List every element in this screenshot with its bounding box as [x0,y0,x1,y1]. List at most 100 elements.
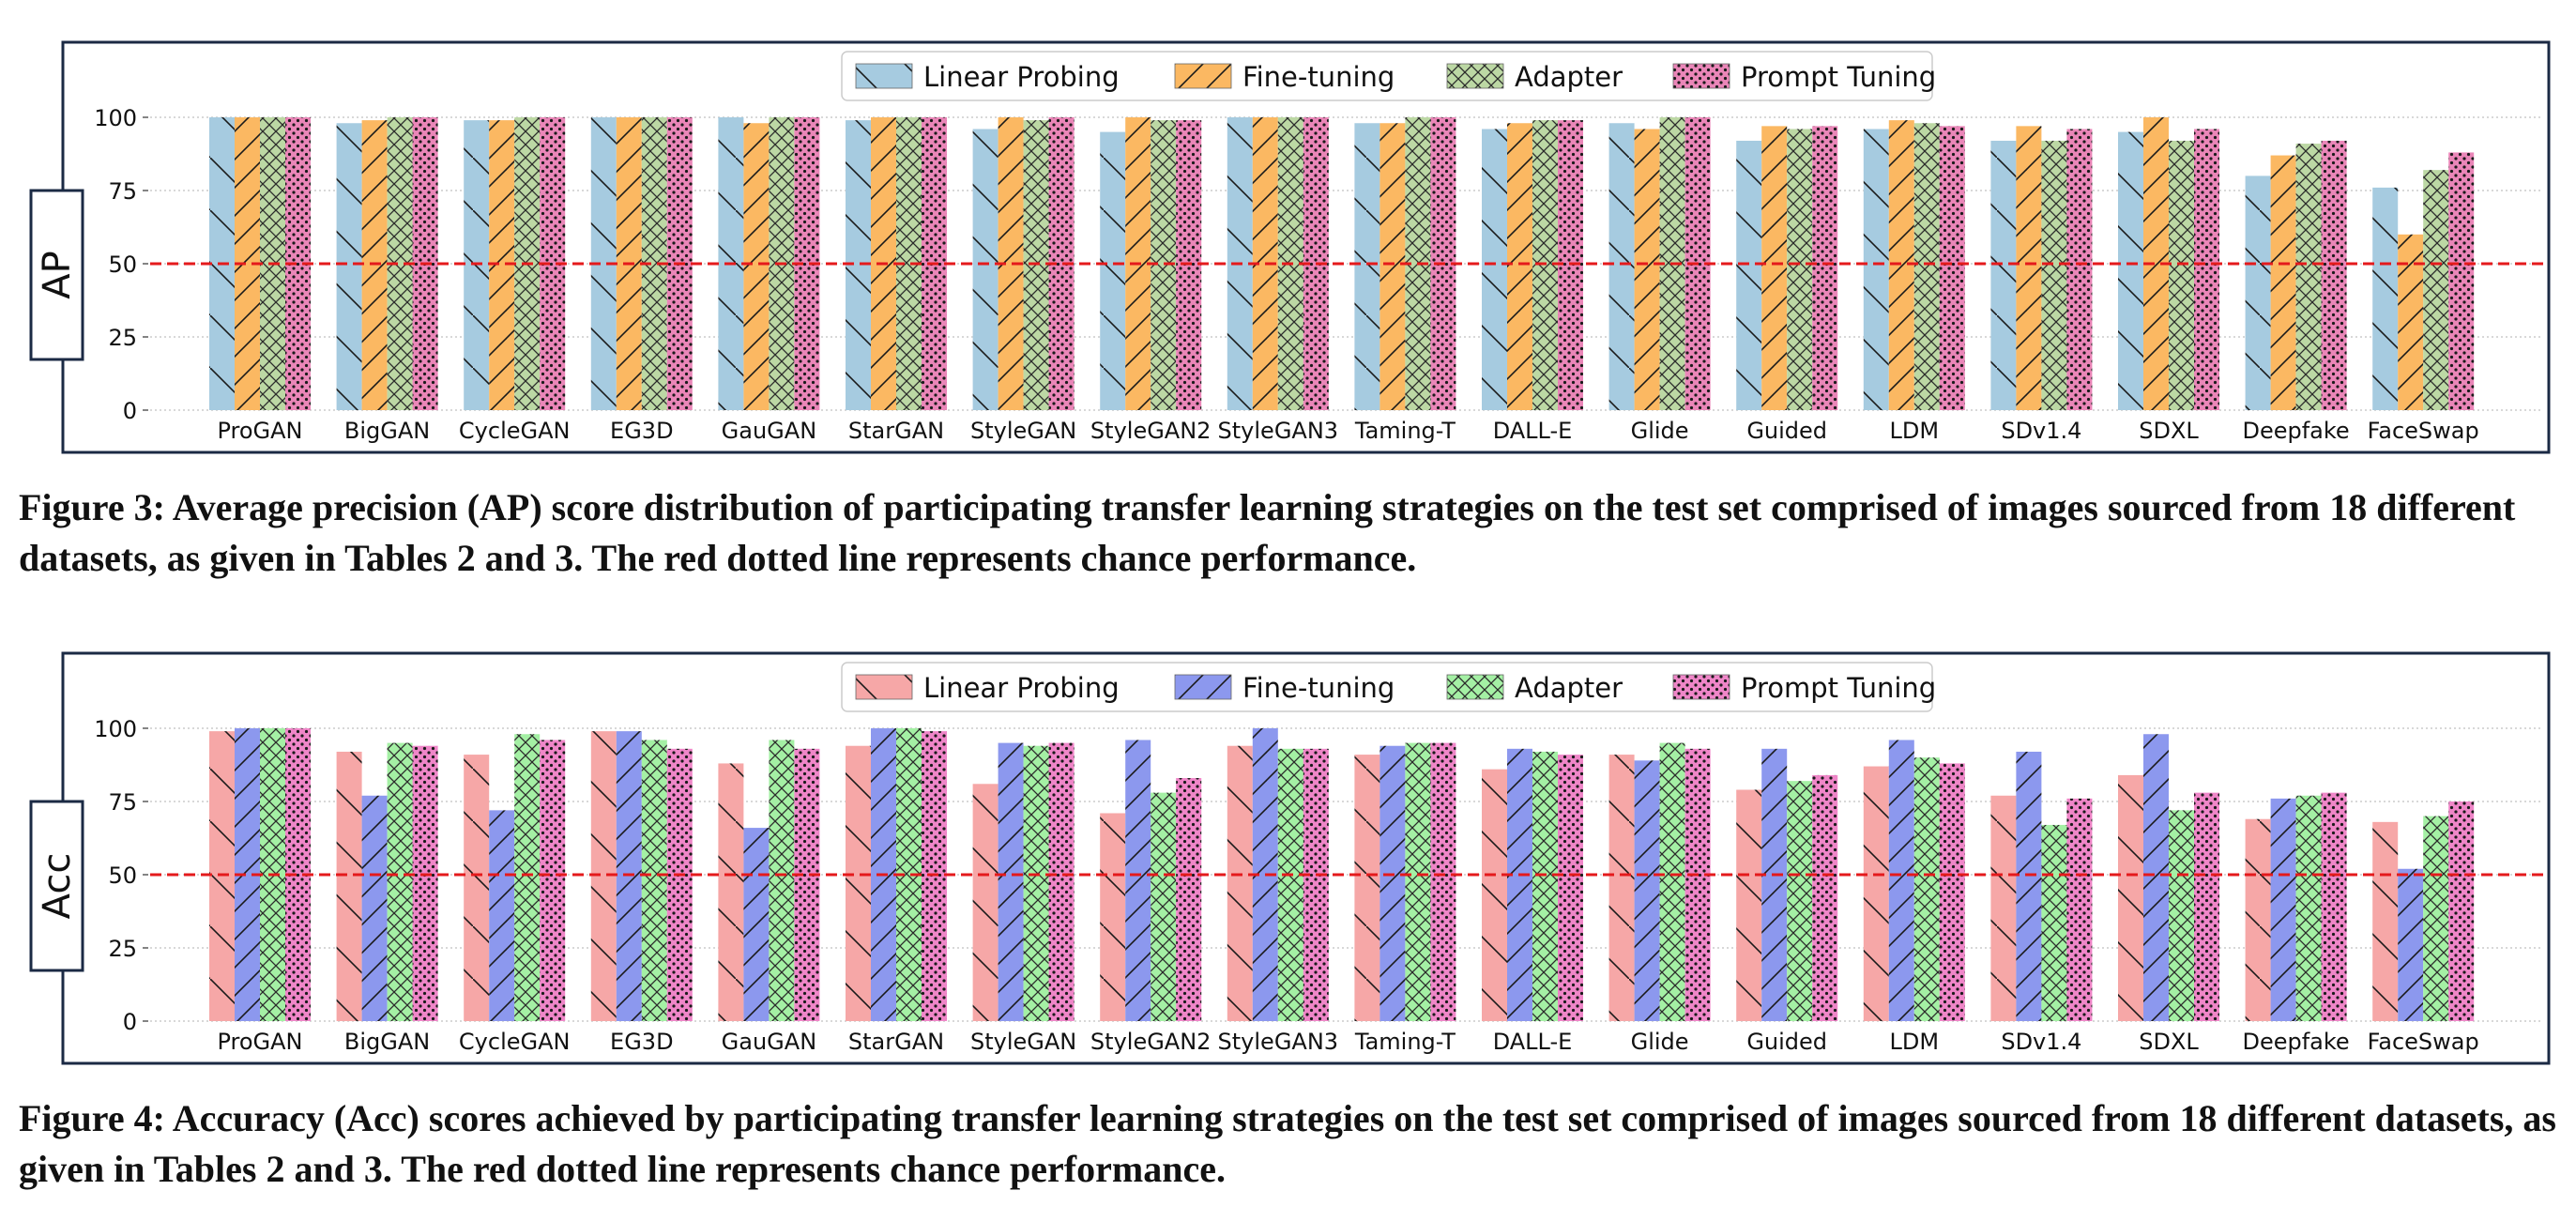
bar-adapter-ldm [1913,123,1940,411]
bar-linear-probing-sdxl [2118,774,2143,1021]
bar-prompt-tuning-guided [1812,126,1838,411]
figure-4-caption: Figure 4: Accuracy (Acc) scores achieved… [19,1097,2556,1190]
x-tick-label: Taming-T [1354,1029,1456,1055]
bar-linear-probing-cyclegan [464,755,490,1021]
x-tick-label: LDM [1890,1029,1940,1055]
bar-adapter-gaugan [769,740,795,1021]
x-tick-label: BigGAN [344,418,430,444]
x-tick-label: GauGAN [722,418,816,444]
bar-adapter-faceswap [2423,816,2449,1021]
bar-prompt-tuning-taming-t [1430,742,1456,1021]
legend: Linear Probing Fine-tuning Adapter Prompt T… [841,662,1936,712]
bar-prompt-tuning-glide [1684,748,1711,1021]
bar-linear-probing-stylegan3 [1227,745,1253,1021]
bar-linear-probing-taming-t [1354,123,1380,411]
bar-adapter-faceswap [2423,170,2449,410]
bar-prompt-tuning-stylegan2 [1176,120,1202,410]
bar-linear-probing-faceswap [2372,187,2399,410]
y-axis-label-box: AP [29,189,84,361]
bar-linear-probing-guided [1736,140,1762,410]
y-tick-label: 0 [123,398,137,424]
bar-linear-probing-stargan [846,745,871,1021]
bar-adapter-deepfake [2295,795,2322,1021]
bar-prompt-tuning-gaugan [794,748,820,1021]
bar-prompt-tuning-eg3d [666,748,693,1021]
bar-linear-probing-glide [1608,123,1635,411]
legend-label-linear-probing: Linear Probing [923,672,1120,704]
bar-adapter-guided [1787,129,1813,411]
bar-prompt-tuning-ldm [1939,126,1965,411]
bar-adapter-stylegan [1023,745,1049,1021]
bar-linear-probing-eg3d [590,731,617,1021]
x-tick-label: Taming-T [1354,418,1456,444]
legend-label-prompt-tuning: Prompt Tuning [1741,672,1936,704]
x-tick-label: StyleGAN [970,418,1076,444]
bar-fine-tuning-glide [1634,760,1660,1021]
bar-fine-tuning-guided [1761,748,1788,1021]
bar-fine-tuning-glide [1634,129,1660,411]
bar-linear-probing-stylegan [972,129,998,411]
bar-prompt-tuning-guided [1812,774,1838,1021]
bar-prompt-tuning-cyclegan [540,740,566,1021]
bar-linear-probing-biggan [336,123,362,411]
x-tick-label: DALL-E [1493,418,1573,444]
bar-adapter-guided [1787,781,1813,1021]
bar-linear-probing-sdv1-4 [1990,140,2017,410]
bar-linear-probing-cyclegan [464,120,490,410]
bar-prompt-tuning-sdxl [2194,129,2219,411]
bar-linear-probing-dall-e [1482,769,1507,1021]
bars [209,728,2475,1021]
bar-prompt-tuning-sdv1-4 [2066,129,2093,411]
x-tick-label: CycleGAN [459,418,571,444]
bar-linear-probing-sdxl [2118,131,2143,410]
x-tick-label: LDM [1890,418,1940,444]
x-tick-label: StarGAN [848,1029,944,1055]
bar-fine-tuning-stylegan2 [1125,740,1151,1021]
y-axis: 0 25 50 75 100 [94,105,148,424]
bar-fine-tuning-cyclegan [489,810,515,1021]
bar-linear-probing-ldm [1863,129,1889,411]
x-tick-label: StyleGAN2 [1090,1029,1212,1055]
bar-prompt-tuning-stargan [922,731,947,1021]
bar-fine-tuning-gaugan [743,123,770,411]
bar-linear-probing-progan [209,731,235,1021]
bar-adapter-stylegan3 [1277,748,1303,1021]
figure-4: 0 25 50 75 100 ProGAN BigGAN CycleGAN EG3D GauGAN… [0,611,2576,1071]
x-tick-label: SDXL [2139,418,2199,444]
ap-bar-chart: 0 25 50 75 100 ProGAN BigGAN CycleGAN EG3D GauGAN… [29,40,2551,454]
bar-fine-tuning-faceswap [2398,234,2424,410]
bar-fine-tuning-biggan [361,795,388,1021]
legend-label-prompt-tuning: Prompt Tuning [1741,61,1936,93]
legend-swatch-prompt-tuning [1672,63,1730,89]
x-tick-label: EG3D [610,418,674,444]
y-tick-label: 25 [108,936,137,962]
bar-linear-probing-guided [1736,789,1762,1021]
bar-fine-tuning-dall-e [1507,123,1532,411]
bar-adapter-sdxl [2169,810,2194,1021]
y-tick-label: 0 [123,1009,137,1035]
bar-linear-probing-deepfake [2245,818,2271,1021]
bar-linear-probing-faceswap [2372,821,2399,1021]
x-tick-label: StarGAN [848,418,944,444]
bar-linear-probing-glide [1608,755,1635,1021]
x-tick-label: FaceSwap [2368,418,2479,444]
legend-label-adapter: Adapter [1515,61,1623,93]
bar-fine-tuning-taming-t [1379,123,1406,411]
bar-fine-tuning-ldm [1888,120,1914,410]
bar-fine-tuning-stylegan [998,742,1024,1021]
bar-prompt-tuning-deepfake [2321,140,2347,410]
y-axis-label-frame [29,189,84,361]
y-tick-label: 75 [108,789,137,816]
bar-linear-probing-sdv1-4 [1990,795,2017,1021]
bar-adapter-sdxl [2169,140,2194,410]
x-tick-label: StyleGAN3 [1218,1029,1339,1055]
bar-fine-tuning-dall-e [1507,748,1532,1021]
bar-linear-probing-gaugan [718,763,744,1021]
legend-label-adapter: Adapter [1515,672,1623,704]
y-axis-label-frame [29,800,84,972]
bar-linear-probing-taming-t [1354,755,1380,1021]
x-tick-label: DALL-E [1493,1029,1573,1055]
bar-adapter-biggan [387,742,413,1021]
bar-fine-tuning-sdxl [2143,734,2169,1021]
bar-prompt-tuning-biggan [412,745,438,1021]
